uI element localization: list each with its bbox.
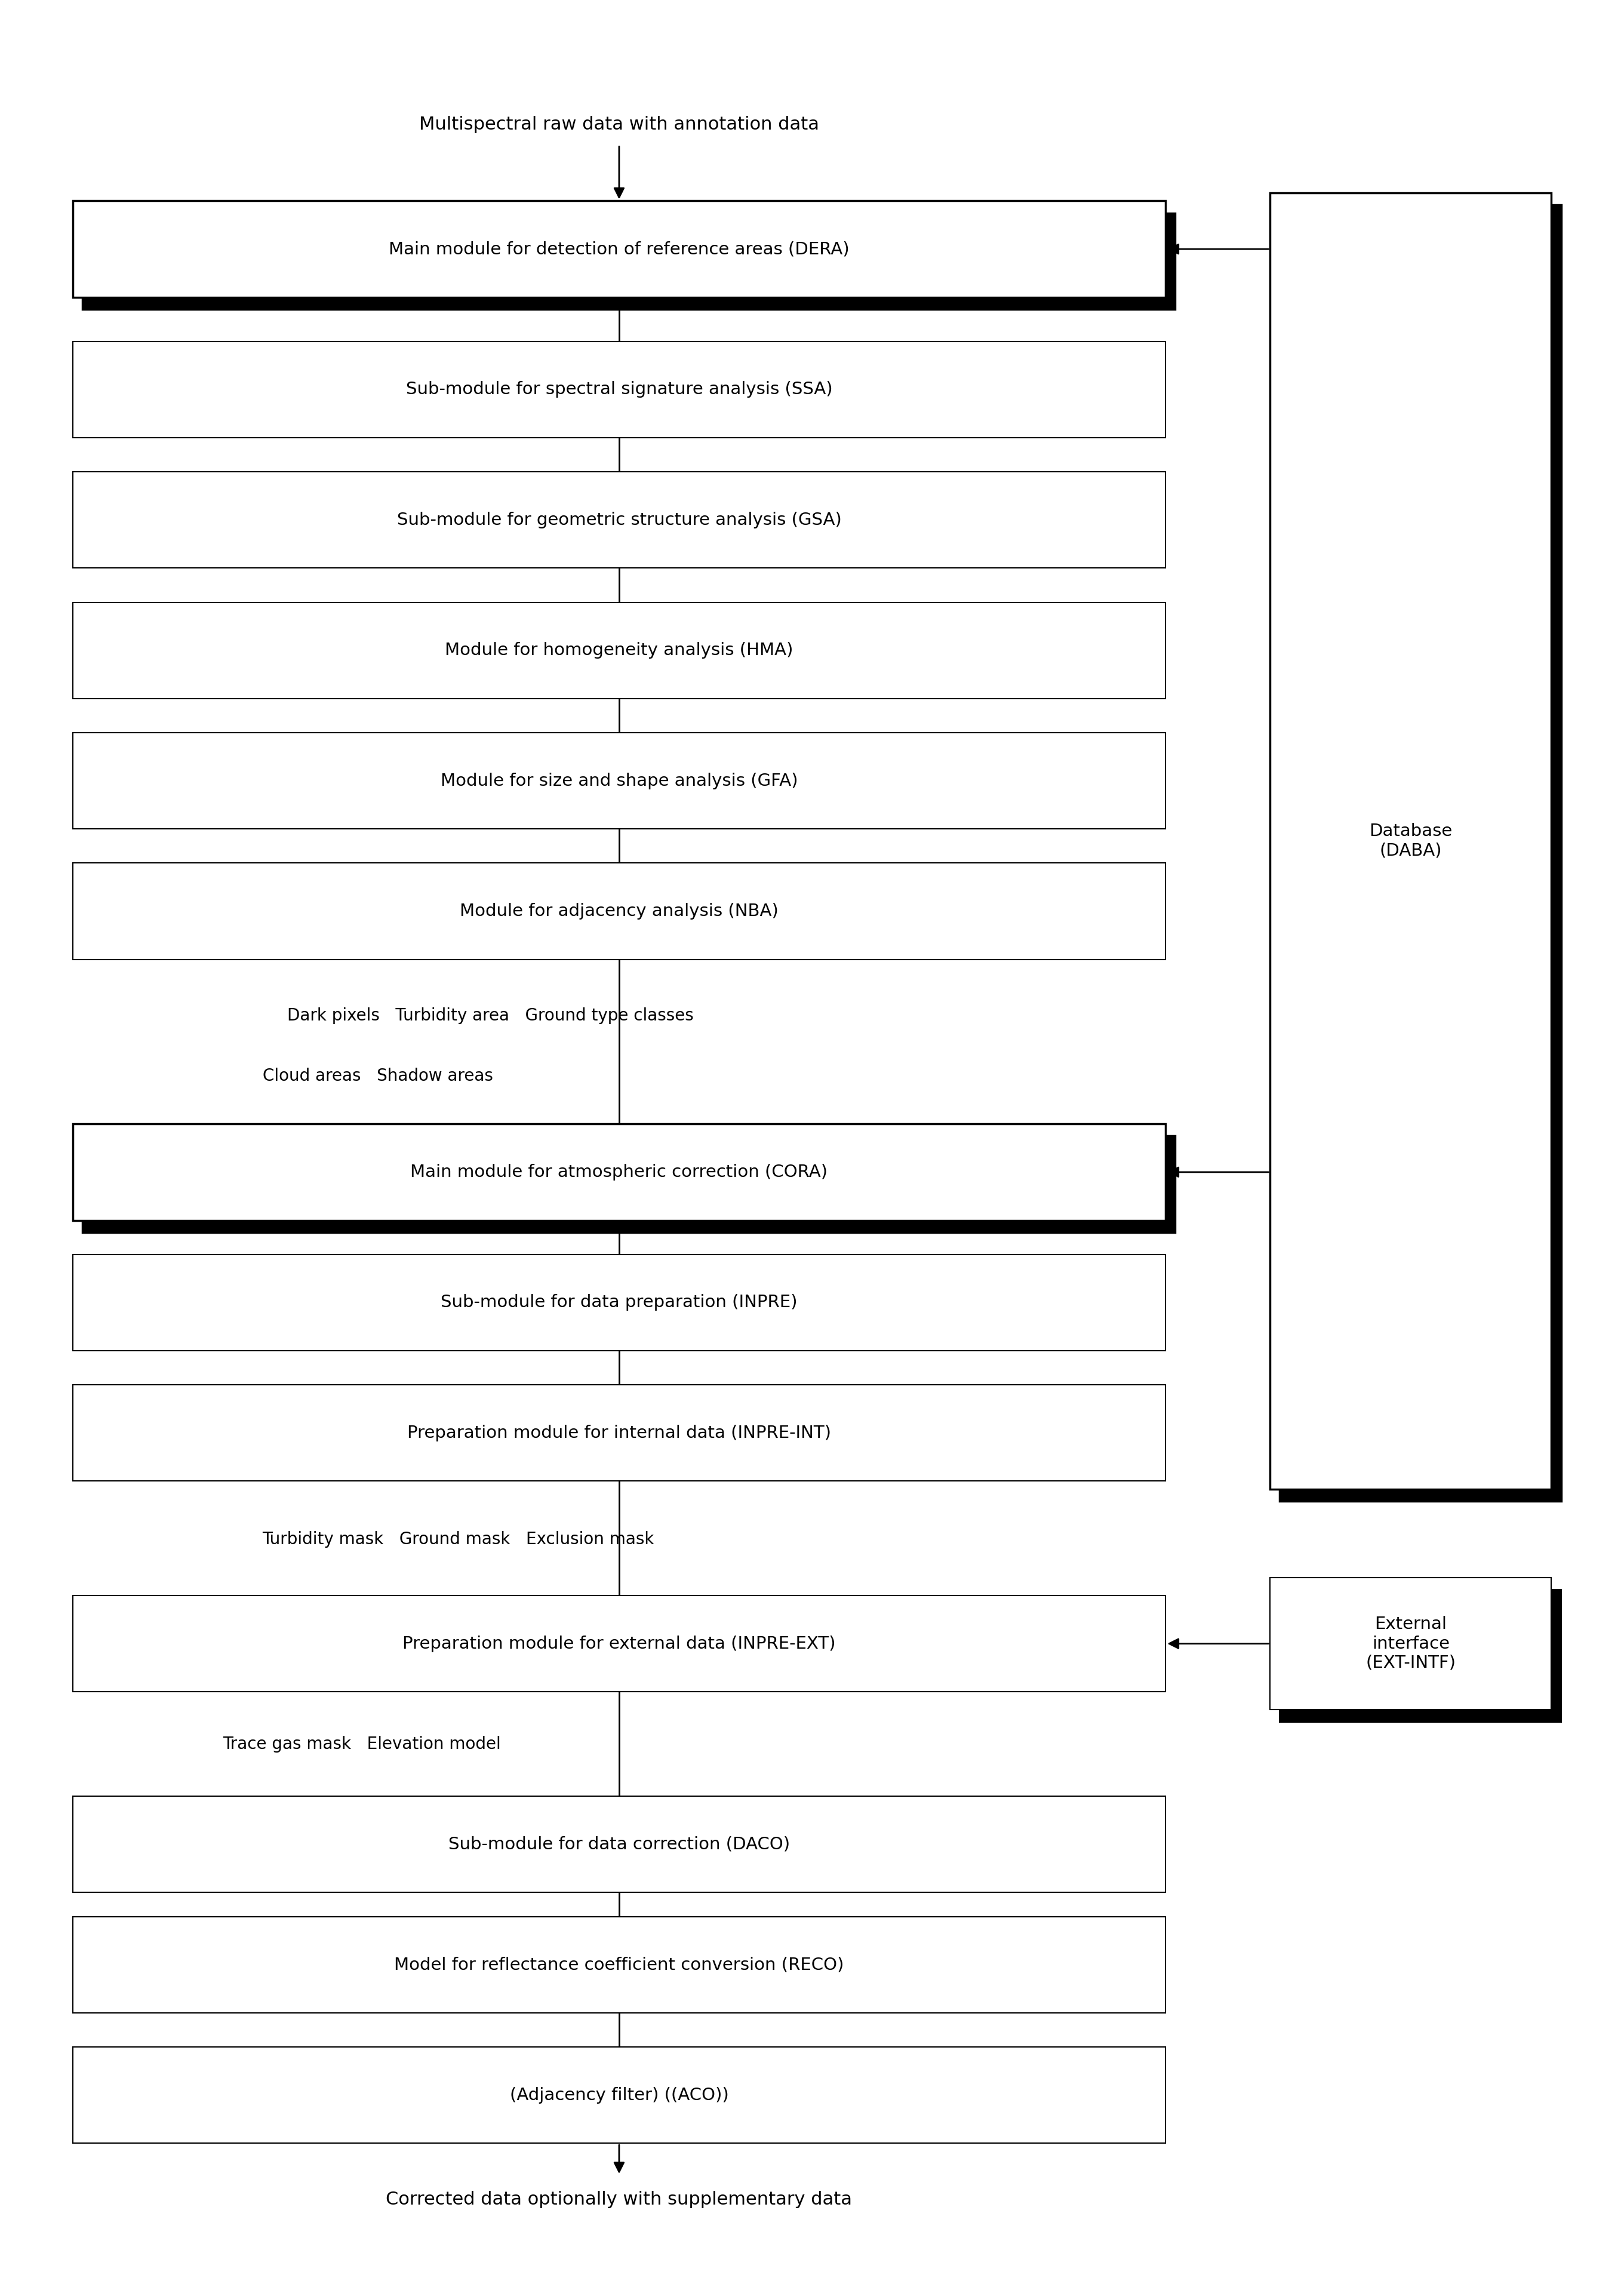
Text: Module for size and shape analysis (GFA): Module for size and shape analysis (GFA) — [440, 772, 797, 790]
Bar — [73, 473, 1166, 569]
Bar — [73, 1384, 1166, 1480]
Text: Preparation module for internal data (INPRE-INT): Preparation module for internal data (IN… — [408, 1425, 831, 1441]
Bar — [73, 340, 1166, 439]
Bar — [83, 1135, 1176, 1233]
Text: Sub-module for geometric structure analysis (GSA): Sub-module for geometric structure analy… — [396, 512, 841, 528]
Text: Multispectral raw data with annotation data: Multispectral raw data with annotation d… — [419, 116, 818, 132]
Text: (Adjacency filter) ((ACO)): (Adjacency filter) ((ACO)) — [510, 2088, 729, 2104]
Text: Corrected data optionally with supplementary data: Corrected data optionally with supplemen… — [387, 2190, 853, 2209]
Text: Cloud areas   Shadow areas: Cloud areas Shadow areas — [263, 1067, 494, 1085]
Text: Model for reflectance coefficient conversion (RECO): Model for reflectance coefficient conver… — [395, 1957, 844, 1973]
Bar — [73, 1597, 1166, 1692]
Bar — [83, 212, 1176, 308]
Bar — [73, 1795, 1166, 1893]
Bar — [73, 2046, 1166, 2142]
Text: Sub-module for spectral signature analysis (SSA): Sub-module for spectral signature analys… — [406, 381, 833, 397]
Text: Sub-module for data correction (DACO): Sub-module for data correction (DACO) — [448, 1836, 789, 1852]
Text: Main module for detection of reference areas (DERA): Main module for detection of reference a… — [388, 240, 849, 258]
Text: Module for adjacency analysis (NBA): Module for adjacency analysis (NBA) — [460, 902, 778, 920]
Bar — [73, 1124, 1166, 1220]
Text: Preparation module for external data (INPRE-EXT): Preparation module for external data (IN… — [403, 1635, 836, 1651]
Bar — [73, 733, 1166, 829]
Text: Database
(DABA): Database (DABA) — [1369, 822, 1452, 859]
Text: Module for homogeneity analysis (HMA): Module for homogeneity analysis (HMA) — [445, 642, 793, 658]
Bar — [73, 1916, 1166, 2012]
Bar — [1280, 206, 1561, 1501]
Bar — [73, 1254, 1166, 1350]
Bar — [73, 603, 1166, 699]
Bar — [1270, 1578, 1551, 1711]
Text: Trace gas mask   Elevation model: Trace gas mask Elevation model — [222, 1736, 500, 1752]
Text: Main module for atmospheric correction (CORA): Main module for atmospheric correction (… — [411, 1165, 828, 1181]
Bar — [1280, 1590, 1561, 1722]
Bar — [1270, 192, 1551, 1489]
Text: Dark pixels   Turbidity area   Ground type classes: Dark pixels Turbidity area Ground type c… — [287, 1007, 693, 1023]
Text: External
interface
(EXT-INTF): External interface (EXT-INTF) — [1366, 1617, 1455, 1672]
Bar — [73, 201, 1166, 297]
Text: Turbidity mask   Ground mask   Exclusion mask: Turbidity mask Ground mask Exclusion mas… — [263, 1530, 654, 1549]
Bar — [73, 863, 1166, 959]
Text: Sub-module for data preparation (INPRE): Sub-module for data preparation (INPRE) — [440, 1295, 797, 1311]
